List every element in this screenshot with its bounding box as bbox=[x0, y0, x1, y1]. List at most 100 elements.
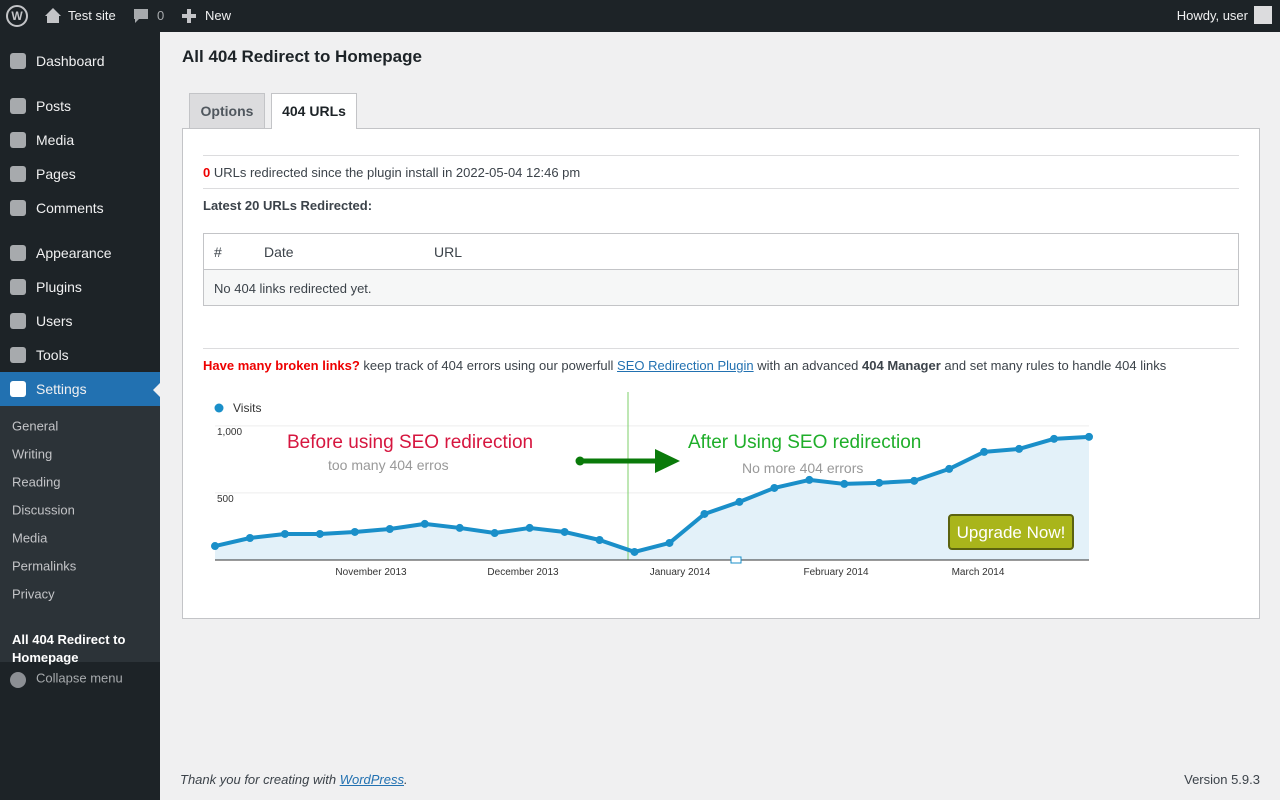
menu-icon bbox=[10, 132, 26, 148]
visits-point bbox=[385, 525, 394, 534]
legend-dot bbox=[214, 403, 224, 413]
promo-text: Have many broken links? keep track of 40… bbox=[203, 358, 1166, 373]
collapse-menu[interactable]: Collapse menu bbox=[36, 670, 123, 686]
table-header bbox=[204, 234, 1238, 270]
legend-label: Visits bbox=[233, 401, 261, 415]
home-icon bbox=[45, 8, 61, 23]
footer-version: Version 5.9.3 bbox=[1184, 772, 1260, 787]
upgrade-button-bg[interactable] bbox=[948, 514, 1074, 550]
active-menu-bg bbox=[0, 372, 160, 406]
footer-thanks: Thank you for creating with WordPress. bbox=[180, 772, 408, 787]
submenu-item[interactable]: Privacy bbox=[12, 586, 55, 602]
menu-icon bbox=[10, 53, 26, 69]
visits-point bbox=[211, 542, 219, 551]
menu-item[interactable]: Dashboard bbox=[36, 53, 105, 69]
submenu-item[interactable]: General bbox=[12, 418, 59, 434]
submenu-item[interactable]: Reading bbox=[12, 474, 61, 490]
promo-chart[interactable]: 500 1,000 Visits November 2013 December 2013… bbox=[203, 392, 1100, 582]
menu-item[interactable]: Posts bbox=[36, 98, 72, 114]
tab-404-urls[interactable]: 404 URLs bbox=[271, 93, 357, 129]
annotation-after: After Using SEO redirection bbox=[688, 432, 921, 453]
submenu-item[interactable]: Writing bbox=[12, 446, 53, 462]
page-title: All 404 Redirect to Homepage bbox=[182, 47, 422, 66]
menu-item[interactable]: Tools bbox=[36, 347, 69, 363]
submenu-item-current[interactable]: All 404 Redirect to Homepage bbox=[12, 632, 126, 665]
visits-area bbox=[215, 436, 1089, 560]
upgrade-button[interactable]: Upgrade Now! bbox=[957, 523, 1066, 542]
visits-point bbox=[1015, 444, 1024, 453]
greeting[interactable]: Howdy, user bbox=[1176, 8, 1248, 23]
menu-item[interactable]: Plugins bbox=[36, 279, 82, 295]
new-button[interactable]: New bbox=[205, 8, 232, 23]
visits-point bbox=[455, 523, 464, 532]
menu-item[interactable]: Users bbox=[36, 313, 73, 329]
menu-item[interactable]: Media bbox=[36, 132, 75, 148]
annotation-before-sub: too many 404 erros bbox=[328, 457, 449, 473]
visits-point bbox=[350, 527, 359, 536]
visits-point bbox=[420, 519, 429, 528]
collapse-icon bbox=[10, 672, 26, 688]
visits-point bbox=[490, 529, 499, 538]
active-arrow bbox=[153, 382, 161, 398]
comment-icon bbox=[134, 9, 148, 23]
footer-text: Thank you for creating with bbox=[180, 772, 340, 787]
menu-item[interactable]: Pages bbox=[36, 166, 76, 182]
menu-item[interactable]: Settings bbox=[36, 381, 87, 397]
visits-line bbox=[214, 434, 1090, 554]
submenu-bg bbox=[0, 406, 160, 662]
visits-point bbox=[525, 523, 534, 532]
admin-bar: W Test site 0 New Howdy, user bbox=[0, 0, 1280, 32]
submenu-item[interactable]: Permalinks bbox=[12, 558, 77, 574]
x-tick-label: February 2014 bbox=[803, 567, 868, 578]
submenu-item[interactable]: Media bbox=[12, 530, 48, 546]
visits-point bbox=[280, 529, 289, 538]
menu-icon bbox=[10, 200, 26, 216]
tab-options[interactable]: Options bbox=[189, 93, 265, 128]
site-name[interactable]: Test site bbox=[68, 8, 116, 23]
menu-item[interactable]: Appearance bbox=[36, 245, 112, 261]
visits-point bbox=[665, 538, 674, 547]
redirect-count: 0 bbox=[203, 165, 211, 180]
promo-lead: Have many broken links? bbox=[203, 358, 360, 373]
col-number: # bbox=[214, 244, 222, 260]
footer-period: . bbox=[404, 772, 408, 787]
promo-bold: 404 Manager bbox=[862, 358, 941, 373]
plus-icon bbox=[182, 9, 196, 23]
promo-link[interactable]: SEO Redirection Plugin bbox=[617, 358, 754, 373]
visits-point bbox=[875, 478, 884, 487]
visits-point bbox=[945, 464, 954, 473]
menu-icon bbox=[10, 98, 26, 114]
svg-text:W: W bbox=[11, 9, 23, 23]
divider bbox=[203, 155, 1239, 156]
latest-heading: Latest 20 URLs Redirected: bbox=[203, 198, 373, 213]
visits-point bbox=[560, 527, 569, 536]
y-tick-label: 1,000 bbox=[217, 427, 242, 438]
visits-point bbox=[700, 509, 709, 518]
visits-point bbox=[840, 479, 849, 488]
x-tick-label: January 2014 bbox=[650, 567, 711, 578]
comment-count[interactable]: 0 bbox=[157, 8, 165, 23]
avatar bbox=[1254, 6, 1272, 24]
visits-point bbox=[245, 533, 254, 542]
col-url: URL bbox=[434, 244, 463, 260]
divider bbox=[203, 188, 1239, 189]
x-tick-label: December 2013 bbox=[487, 567, 559, 578]
menu-item[interactable]: Comments bbox=[36, 200, 104, 216]
menu-icon bbox=[10, 381, 26, 397]
visits-point bbox=[595, 536, 604, 545]
visits-point bbox=[315, 529, 324, 538]
visits-point bbox=[980, 447, 989, 456]
footer-link[interactable]: WordPress bbox=[339, 772, 404, 787]
visits-point bbox=[805, 475, 814, 484]
visits-point bbox=[735, 497, 744, 506]
visits-point bbox=[770, 483, 779, 492]
menu-icon bbox=[10, 166, 26, 182]
submenu-item[interactable]: Discussion bbox=[12, 502, 75, 518]
empty-row: No 404 links redirected yet. bbox=[214, 281, 372, 296]
menu-icon bbox=[10, 279, 26, 295]
wp-logo[interactable]: W bbox=[6, 5, 28, 27]
col-date: Date bbox=[264, 244, 294, 260]
redirect-summary: 0 URLs redirected since the plugin insta… bbox=[203, 165, 580, 180]
tooltip-icon bbox=[730, 556, 742, 564]
visits-point bbox=[1085, 432, 1093, 441]
